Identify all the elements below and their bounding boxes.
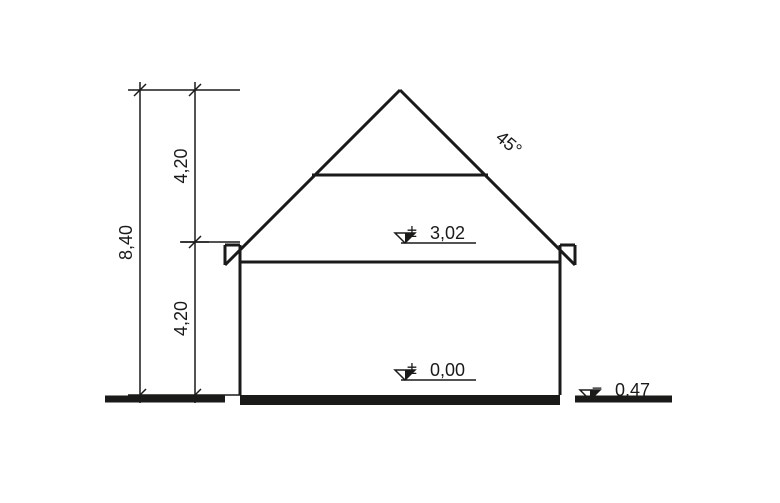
svg-text:3,02: 3,02 [430,223,465,243]
svg-text:8,40: 8,40 [116,225,136,260]
svg-text:45°: 45° [492,127,526,160]
svg-text:0,47: 0,47 [615,380,650,400]
svg-text:4,20: 4,20 [171,301,191,336]
svg-text:±: ± [407,358,417,378]
svg-text:4,20: 4,20 [171,148,191,183]
svg-text:±: ± [407,221,417,241]
svg-text:0,00: 0,00 [430,360,465,380]
svg-text:−: − [592,378,603,398]
